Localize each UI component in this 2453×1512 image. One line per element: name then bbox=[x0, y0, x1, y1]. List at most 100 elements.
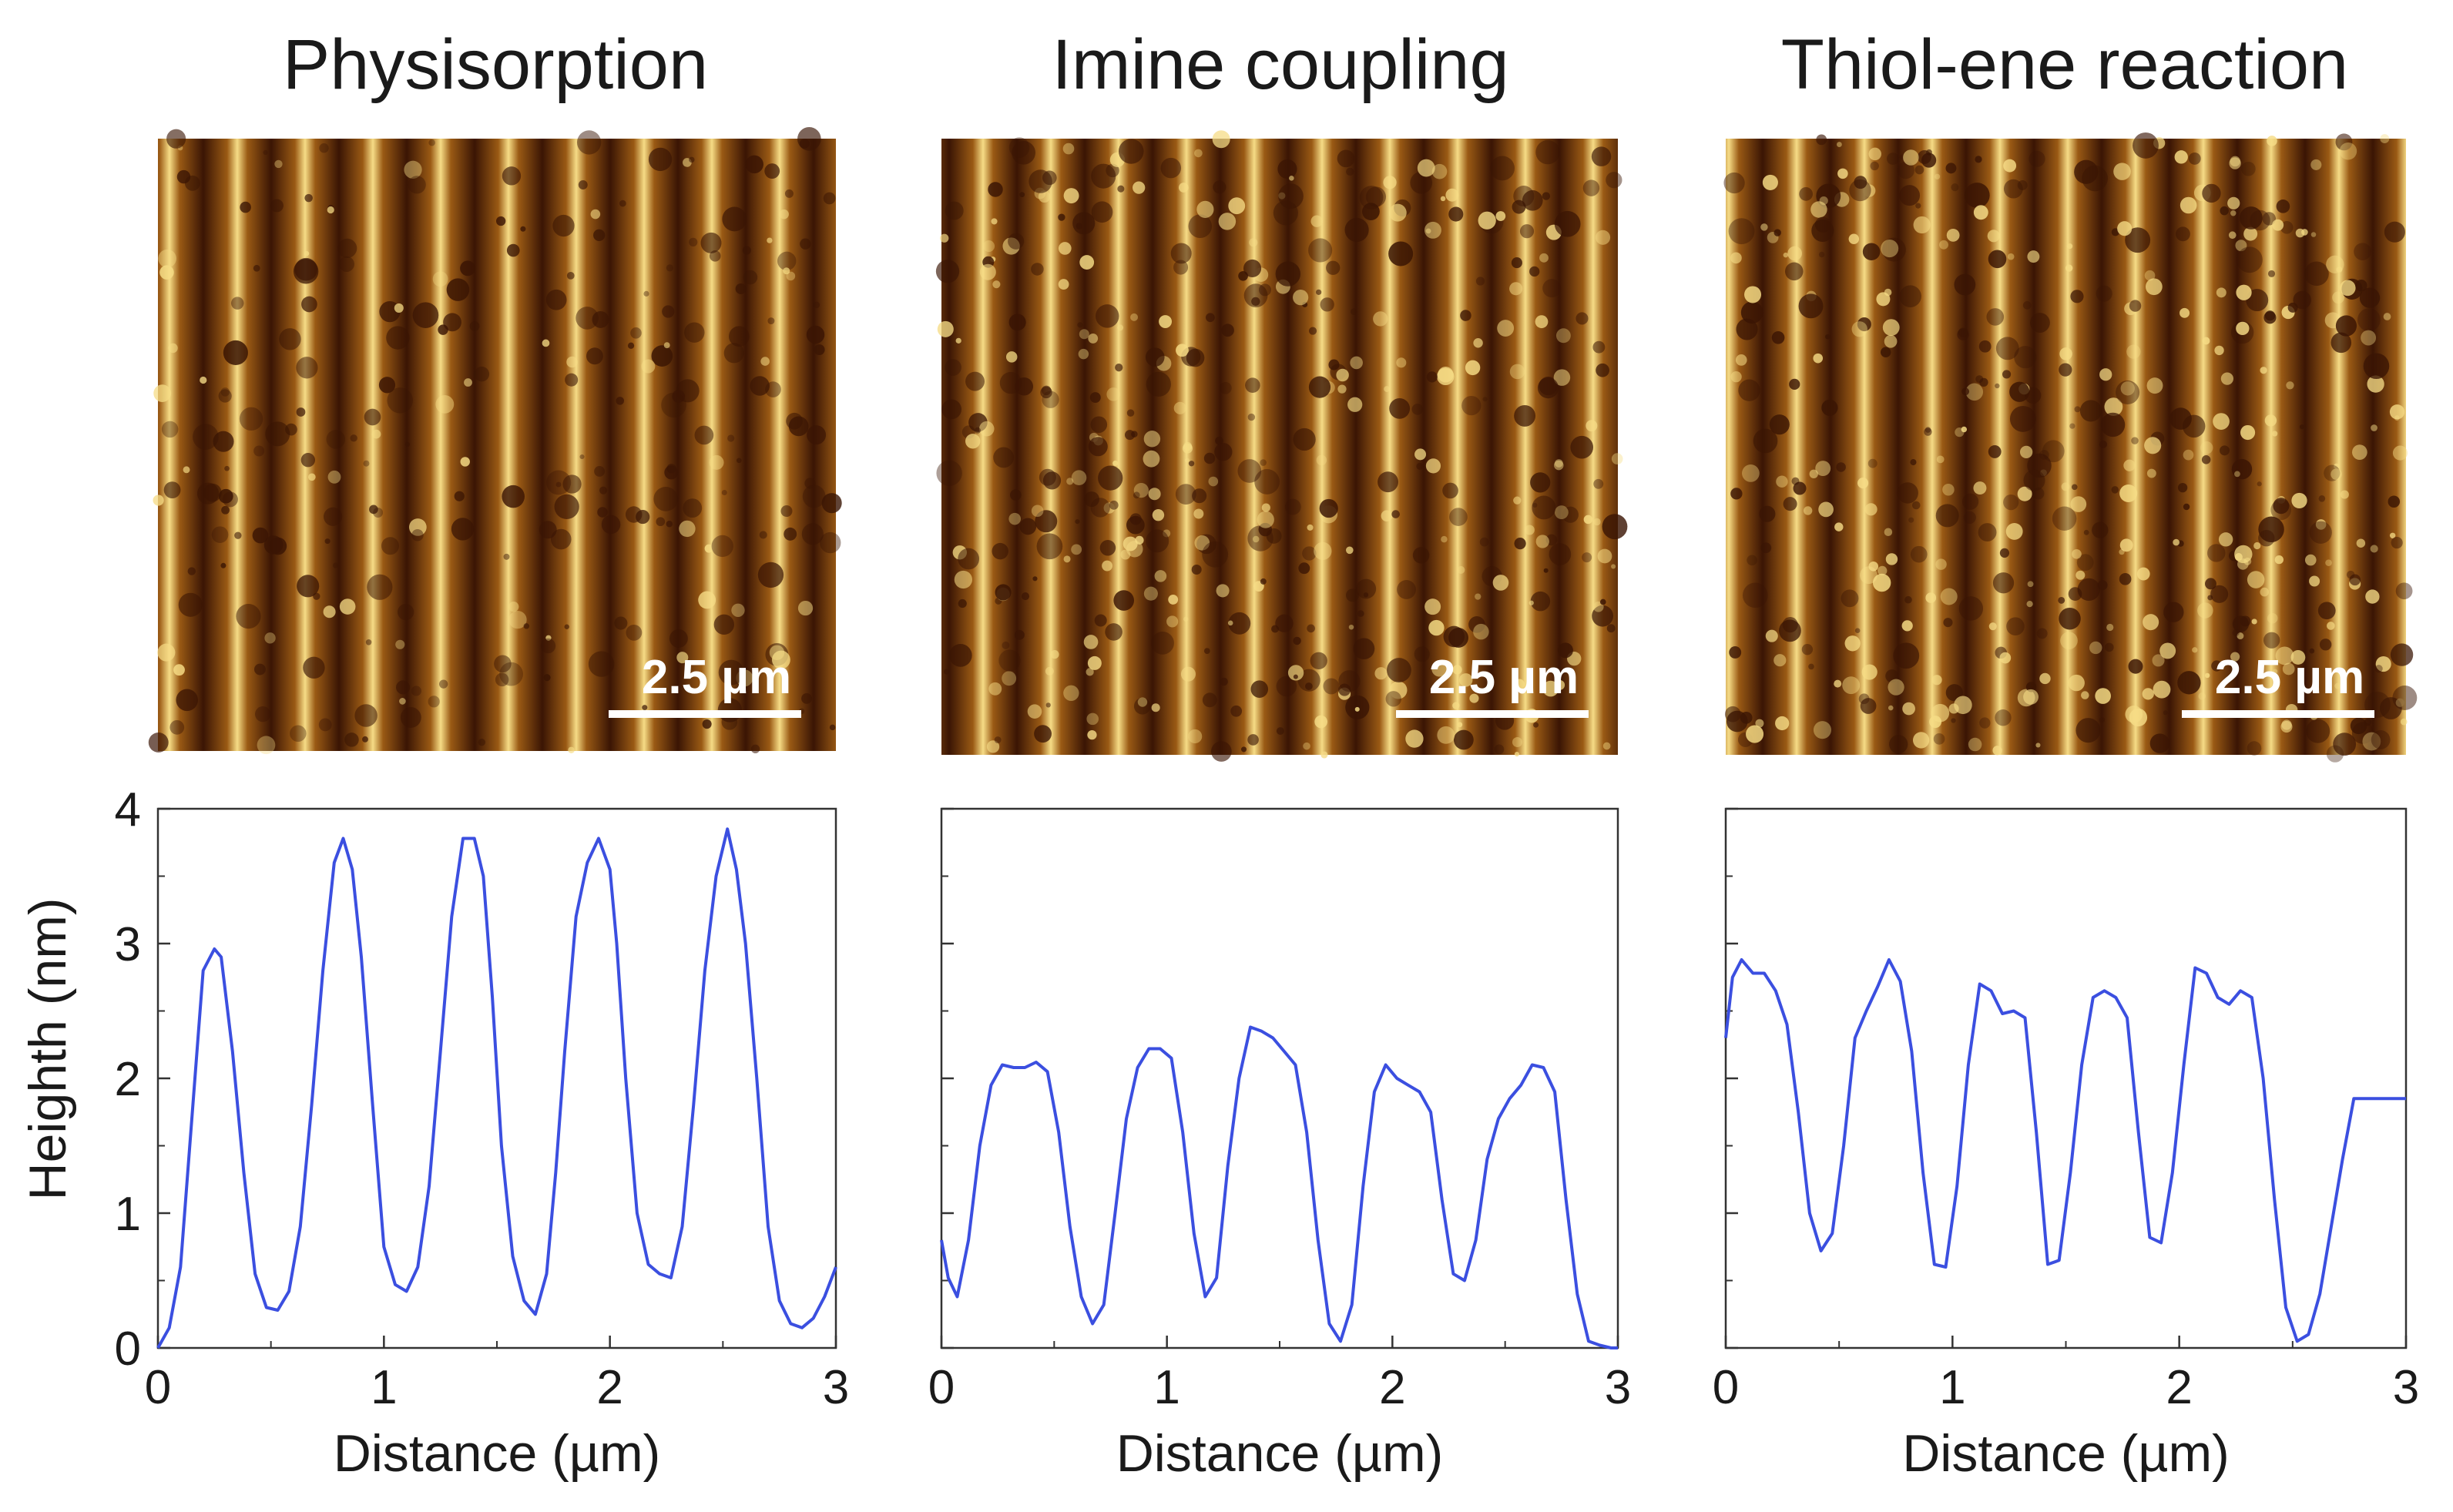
afm-speck bbox=[735, 283, 747, 294]
afm-speck bbox=[1747, 555, 1757, 566]
afm-speck bbox=[2304, 261, 2329, 287]
afm-speck bbox=[1389, 681, 1408, 699]
x-tick-label: 1 bbox=[1153, 1361, 1180, 1414]
afm-speck bbox=[1210, 741, 1232, 762]
afm-speck bbox=[2003, 179, 2023, 199]
height-profile-physisorption: 0 1 2 3 4 0 1 2 3 Distance (µm) bbox=[115, 783, 850, 1483]
afm-speck bbox=[159, 265, 174, 280]
afm-speck bbox=[2204, 672, 2210, 679]
afm-speck bbox=[1925, 592, 1937, 603]
afm-speck bbox=[1935, 558, 1947, 570]
afm-speck bbox=[1176, 344, 1189, 357]
afm-speck bbox=[2176, 226, 2190, 242]
afm-speck bbox=[1478, 211, 1496, 230]
afm-speck bbox=[2240, 424, 2256, 441]
afm-speck bbox=[593, 229, 606, 241]
afm-speck bbox=[554, 494, 579, 520]
afm-speck bbox=[1583, 515, 1593, 525]
afm-speck bbox=[1881, 237, 1906, 262]
afm-speck bbox=[626, 624, 643, 641]
afm-speck bbox=[2173, 538, 2180, 546]
afm-speck bbox=[296, 407, 306, 417]
afm-speck bbox=[1220, 677, 1228, 686]
afm-speck bbox=[698, 591, 716, 609]
afm-speck bbox=[2365, 589, 2380, 604]
afm-speck bbox=[1514, 679, 1525, 690]
afm-speck bbox=[1310, 652, 1327, 669]
afm-speck bbox=[1555, 328, 1571, 344]
afm-speck bbox=[2247, 741, 2262, 756]
afm-speck bbox=[2002, 370, 2012, 379]
x-tick-label: 0 bbox=[928, 1361, 955, 1414]
afm-speck bbox=[1350, 308, 1357, 315]
afm-speck bbox=[218, 389, 232, 403]
afm-speck bbox=[1762, 174, 1778, 190]
afm-speck bbox=[1814, 216, 1831, 233]
afm-speck bbox=[236, 603, 261, 629]
x-tick-label: 3 bbox=[1605, 1361, 1631, 1414]
afm-speck bbox=[1117, 324, 1124, 331]
afm-speck bbox=[1524, 525, 1535, 535]
afm-speck bbox=[1936, 455, 1945, 464]
afm-speck bbox=[2099, 717, 2106, 723]
afm-speck bbox=[1860, 698, 1877, 714]
afm-speck bbox=[1087, 729, 1097, 740]
afm-speck bbox=[1746, 725, 1764, 743]
afm-speck bbox=[176, 689, 199, 712]
afm-speck bbox=[1889, 735, 1908, 754]
afm-speck bbox=[1730, 488, 1743, 500]
afm-speck bbox=[2380, 134, 2390, 144]
afm-speck bbox=[1558, 642, 1573, 659]
afm-speck bbox=[1353, 638, 1375, 660]
afm-speck bbox=[1079, 329, 1089, 340]
afm-speck bbox=[1221, 324, 1234, 337]
afm-speck bbox=[1935, 504, 1959, 528]
afm-speck bbox=[742, 246, 751, 255]
afm-speck bbox=[1728, 218, 1755, 245]
afm-speck bbox=[1460, 310, 1471, 321]
afm-speck bbox=[1995, 709, 2012, 726]
afm-speck bbox=[224, 465, 230, 471]
afm-speck bbox=[1173, 260, 1189, 275]
afm-speck bbox=[339, 598, 356, 615]
afm-speck bbox=[829, 724, 836, 731]
afm-speck bbox=[1243, 259, 1262, 278]
afm-speck bbox=[1230, 705, 1243, 717]
afm-speck bbox=[2234, 471, 2240, 478]
afm-speck bbox=[1958, 596, 1984, 621]
afm-speck bbox=[378, 377, 396, 394]
afm-speck bbox=[2253, 541, 2261, 550]
afm-speck bbox=[1801, 644, 1814, 655]
afm-speck bbox=[2058, 596, 2065, 604]
afm-speck bbox=[1818, 501, 1834, 518]
afm-speck bbox=[1096, 304, 1119, 328]
afm-speck bbox=[1978, 523, 1997, 541]
afm-speck bbox=[1942, 483, 1955, 496]
panel-title-thiol: Thiol-ene reaction bbox=[1781, 25, 2348, 104]
afm-speck bbox=[1298, 562, 1310, 575]
afm-speck bbox=[1308, 327, 1317, 335]
afm-speck bbox=[1168, 594, 1179, 605]
afm-speck bbox=[1881, 240, 1899, 258]
afm-speck bbox=[2290, 650, 2306, 665]
afm-speck bbox=[1250, 680, 1269, 698]
afm-speck bbox=[1425, 458, 1441, 474]
afm-speck bbox=[1345, 588, 1359, 602]
afm-speck bbox=[978, 421, 995, 437]
afm-speck bbox=[1512, 736, 1523, 748]
afm-speck bbox=[562, 474, 582, 494]
afm-speck bbox=[1027, 704, 1042, 719]
afm-speck bbox=[1988, 250, 2007, 269]
afm-speck bbox=[1961, 493, 1979, 510]
afm-speck bbox=[187, 567, 196, 575]
afm-speck bbox=[2392, 445, 2408, 461]
afm-speck bbox=[1320, 297, 1334, 312]
afm-speck bbox=[1992, 746, 2002, 756]
afm-speck bbox=[2005, 523, 2023, 540]
afm-speck bbox=[2079, 400, 2102, 422]
afm-speck bbox=[399, 698, 406, 705]
afm-speck bbox=[221, 505, 230, 515]
afm-speck bbox=[1473, 338, 1483, 348]
afm-speck bbox=[1166, 615, 1179, 628]
afm-speck bbox=[2095, 688, 2111, 704]
